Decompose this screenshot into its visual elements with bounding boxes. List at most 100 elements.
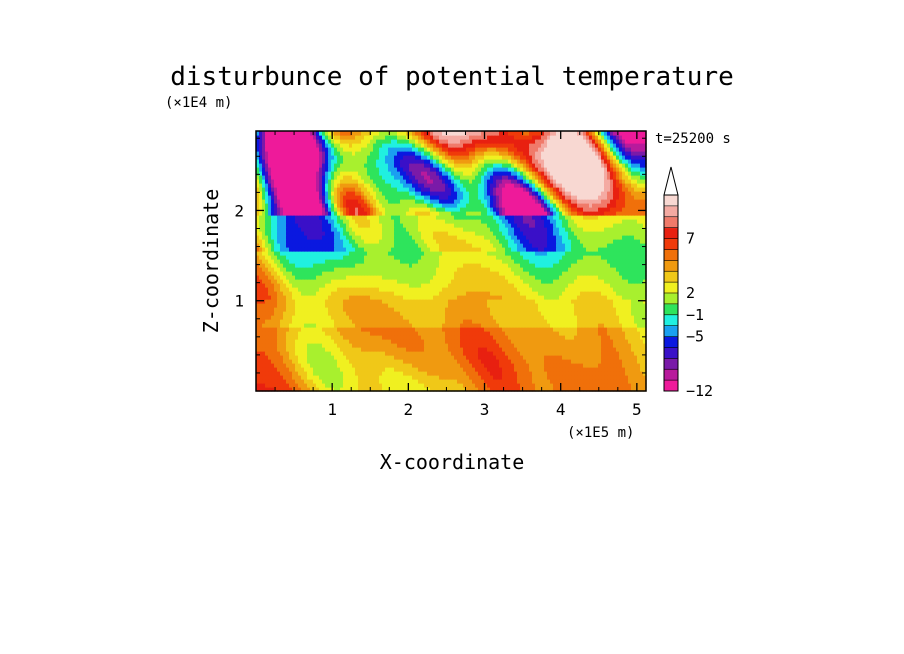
heat-cell bbox=[460, 287, 464, 292]
heat-cell bbox=[631, 367, 635, 372]
heat-cell bbox=[277, 339, 281, 344]
heat-cell bbox=[406, 379, 410, 384]
heat-cell bbox=[379, 247, 383, 252]
heat-cell bbox=[433, 267, 437, 272]
heat-cell bbox=[355, 343, 359, 348]
heat-cell bbox=[256, 323, 260, 328]
heat-cell bbox=[280, 303, 284, 308]
heat-cell bbox=[580, 271, 584, 276]
heat-cell bbox=[574, 255, 578, 260]
heat-cell bbox=[643, 351, 647, 356]
heat-cell bbox=[397, 383, 401, 388]
heat-cell bbox=[550, 355, 554, 360]
heat-cell bbox=[466, 247, 470, 252]
heat-cell bbox=[640, 251, 644, 256]
heat-cell bbox=[262, 323, 266, 328]
heat-cell bbox=[589, 267, 593, 272]
heat-cell bbox=[571, 375, 575, 380]
heat-cell bbox=[484, 247, 488, 252]
heat-cell bbox=[487, 331, 491, 336]
heat-cell bbox=[307, 287, 311, 292]
heat-cell bbox=[340, 363, 344, 368]
heat-cell bbox=[430, 287, 434, 292]
heat-cell bbox=[358, 283, 362, 288]
heat-cell bbox=[463, 375, 467, 380]
heat-cell bbox=[256, 295, 260, 300]
heat-cell bbox=[274, 335, 278, 340]
heat-cell bbox=[394, 331, 398, 336]
heat-cell bbox=[625, 255, 629, 260]
heat-cell bbox=[304, 343, 308, 348]
heat-cell bbox=[388, 235, 392, 240]
heat-cell bbox=[565, 387, 569, 392]
heat-cell bbox=[526, 339, 530, 344]
heat-cell bbox=[325, 307, 329, 312]
heat-cell bbox=[547, 267, 551, 272]
heat-cell bbox=[259, 291, 263, 296]
heat-cell bbox=[343, 339, 347, 344]
heat-cell bbox=[262, 307, 266, 312]
heat-cell bbox=[379, 303, 383, 308]
heat-cell bbox=[472, 255, 476, 260]
heat-cell bbox=[301, 327, 305, 332]
heat-cell bbox=[379, 283, 383, 288]
heat-cell bbox=[466, 367, 470, 372]
heat-cell bbox=[442, 311, 446, 316]
heat-cell bbox=[367, 359, 371, 364]
heat-cell bbox=[439, 315, 443, 320]
heat-cell bbox=[352, 275, 356, 280]
heat-cell bbox=[430, 239, 434, 244]
heat-cell bbox=[382, 359, 386, 364]
heat-cell bbox=[301, 283, 305, 288]
heat-cell bbox=[403, 299, 407, 304]
heat-cell bbox=[286, 351, 290, 356]
heat-cell bbox=[616, 343, 620, 348]
heat-cell bbox=[343, 343, 347, 348]
heat-cell bbox=[496, 243, 500, 248]
heat-cell bbox=[583, 255, 587, 260]
heat-cell bbox=[571, 267, 575, 272]
heat-cell bbox=[463, 299, 467, 304]
heat-cell bbox=[370, 371, 374, 376]
heat-cell bbox=[535, 375, 539, 380]
heat-cell bbox=[460, 283, 464, 288]
heat-cell bbox=[445, 287, 449, 292]
heat-cell bbox=[295, 287, 299, 292]
heat-cell bbox=[451, 359, 455, 364]
heat-cell bbox=[415, 343, 419, 348]
heat-cell bbox=[451, 375, 455, 380]
heat-cell bbox=[610, 259, 614, 264]
heat-cell bbox=[313, 351, 317, 356]
heat-cell bbox=[613, 255, 617, 260]
heat-cell bbox=[475, 387, 479, 392]
heat-cell bbox=[340, 263, 344, 268]
heat-cell bbox=[526, 295, 530, 300]
heat-cell bbox=[607, 371, 611, 376]
heat-cell bbox=[382, 303, 386, 308]
heat-cell bbox=[583, 303, 587, 308]
heat-cell bbox=[505, 371, 509, 376]
heat-cell bbox=[400, 351, 404, 356]
heat-cell bbox=[601, 331, 605, 336]
heat-cell bbox=[502, 371, 506, 376]
heat-cell bbox=[616, 375, 620, 380]
heat-cell bbox=[562, 271, 566, 276]
heat-cell bbox=[568, 243, 572, 248]
heat-cell bbox=[565, 355, 569, 360]
heat-cell bbox=[469, 239, 473, 244]
heat-cell bbox=[457, 323, 461, 328]
heat-cell bbox=[439, 339, 443, 344]
heat-cell bbox=[631, 331, 635, 336]
heat-cell bbox=[373, 275, 377, 280]
heat-cell bbox=[505, 331, 509, 336]
heat-cell bbox=[358, 319, 362, 324]
heat-cell bbox=[301, 379, 305, 384]
heat-cell bbox=[640, 263, 644, 268]
heat-cell bbox=[532, 295, 536, 300]
heat-cell bbox=[283, 299, 287, 304]
heat-cell bbox=[268, 363, 272, 368]
heat-cell bbox=[433, 299, 437, 304]
heat-cell bbox=[556, 331, 560, 336]
heat-cell bbox=[499, 315, 503, 320]
heat-cell bbox=[520, 323, 524, 328]
